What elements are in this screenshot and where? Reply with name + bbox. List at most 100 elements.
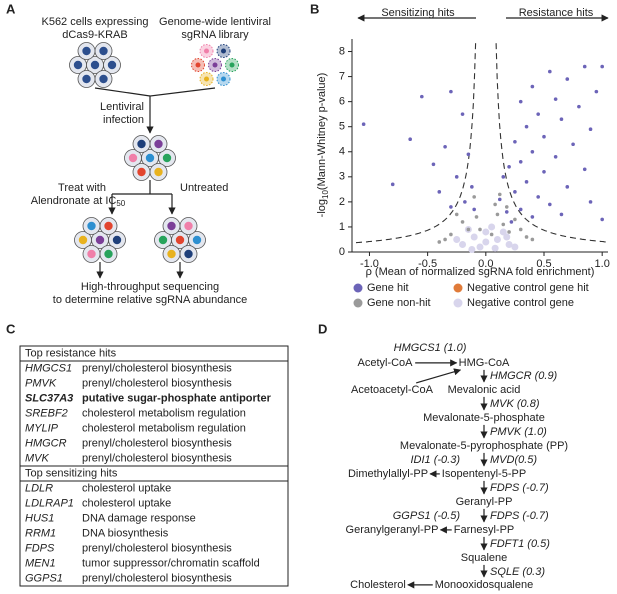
- point: [501, 222, 506, 227]
- nucleus: [154, 139, 163, 149]
- nucleus: [112, 235, 122, 245]
- arrow-label: Resistance hits: [519, 7, 594, 19]
- gene-function: prenyl/cholesterol biosynthesis: [82, 437, 232, 449]
- point: [420, 94, 424, 99]
- nucleus: [175, 235, 185, 245]
- nucleus: [95, 235, 105, 245]
- y-label-sub: 10: [321, 190, 330, 199]
- point: [518, 159, 523, 164]
- point: [559, 212, 564, 217]
- point: [553, 154, 558, 159]
- point: [449, 89, 453, 94]
- point: [542, 134, 546, 139]
- panel-label: D: [318, 321, 327, 336]
- gene-name: RRM1: [25, 527, 56, 539]
- point: [524, 124, 529, 129]
- nucleus: [128, 153, 138, 163]
- metabolite: Monooxidosqualene: [435, 579, 533, 591]
- y-label-part: (Mann-Whitney p-value): [316, 73, 328, 190]
- point: [474, 215, 479, 219]
- point: [565, 185, 570, 189]
- x-tick-label: -1.0: [360, 258, 379, 270]
- point: [472, 195, 476, 199]
- gene-function: prenyl/cholesterol biosynthesis: [82, 362, 232, 374]
- nucleus: [78, 235, 88, 245]
- point: [460, 220, 465, 224]
- nucleus: [73, 60, 83, 70]
- point: [493, 202, 497, 207]
- metabolite: Squalene: [461, 552, 508, 564]
- metabolite: HMG-CoA: [459, 357, 510, 369]
- legend-swatch: [353, 298, 363, 308]
- point: [478, 227, 482, 232]
- nucleus: [184, 221, 193, 231]
- point: [482, 238, 490, 246]
- gene-function: prenyl/cholesterol biosynthesis: [82, 452, 232, 464]
- panel-label: B: [310, 1, 319, 16]
- infection-label: infection: [103, 114, 144, 126]
- gene-name: HMGCS1: [25, 362, 72, 374]
- point: [571, 142, 575, 147]
- point: [582, 167, 587, 172]
- gene-function: prenyl/cholesterol biosynthesis: [82, 542, 232, 554]
- gene-name: MVK: [25, 452, 50, 464]
- x-axis-label: ρ (Mean of normalized sgRNA fold enrichm…: [366, 266, 595, 278]
- gene-function: DNA biosynthesis: [82, 527, 169, 539]
- nucleus: [137, 167, 146, 177]
- nucleus: [184, 249, 193, 259]
- point: [454, 175, 459, 179]
- virus-core: [195, 62, 201, 68]
- y-axis-label: -log10(Mann-Whitney p-value): [316, 73, 330, 218]
- y-tick-label: 4: [339, 146, 345, 158]
- y-label-part: -log: [316, 199, 328, 217]
- gene-name: HUS1: [25, 512, 54, 524]
- point: [513, 217, 517, 222]
- point: [488, 223, 496, 231]
- treat-label: Treat with: [58, 182, 106, 194]
- gene-name: FDPS: [25, 542, 55, 554]
- y-tick-label: 2: [339, 196, 345, 208]
- metabolite: Dimethylallyl-PP: [348, 468, 428, 480]
- metabolite: Mevalonate-5-phosphate: [423, 412, 545, 424]
- section-title: Top sensitizing hits: [25, 467, 118, 479]
- gene-function: cholesterol metabolism regulation: [82, 407, 246, 419]
- metabolite: Acetyl-CoA: [357, 357, 413, 369]
- infection-label: Lentiviral: [100, 101, 144, 113]
- gene-function: DNA damage response: [82, 512, 196, 524]
- point: [594, 89, 599, 94]
- gene-function: tumor suppressor/chromatin scaffold: [82, 557, 260, 569]
- legend-label: Negative control gene: [467, 297, 574, 309]
- point: [536, 112, 540, 116]
- point: [437, 190, 442, 194]
- point: [437, 240, 442, 244]
- enzyme: GGPS1 (-0.5): [393, 510, 461, 522]
- point: [476, 243, 484, 251]
- x-tick-label: 1.0: [595, 258, 610, 270]
- point: [454, 212, 459, 217]
- point: [565, 77, 570, 81]
- treat-text: Alendronate at IC: [31, 195, 117, 207]
- y-tick-label: 0: [339, 246, 345, 258]
- point: [588, 127, 593, 132]
- point: [530, 237, 535, 242]
- x-tick-label: 0.0: [478, 258, 493, 270]
- point: [518, 227, 523, 232]
- gene-name: LDLRAP1: [25, 497, 74, 509]
- x-tick-label: 0.5: [536, 258, 551, 270]
- treat-label: Alendronate at IC50: [31, 195, 126, 208]
- point: [460, 112, 465, 116]
- point: [466, 227, 471, 232]
- gene-name: PMVK: [25, 377, 57, 389]
- nucleus: [167, 221, 176, 231]
- point: [524, 180, 529, 184]
- treat-subscript: 50: [116, 199, 125, 208]
- point: [518, 99, 523, 104]
- virus-core: [221, 48, 226, 54]
- nucleus: [145, 153, 155, 163]
- point: [530, 215, 535, 219]
- point: [470, 185, 474, 189]
- legend-swatch: [353, 283, 363, 293]
- y-tick-label: 8: [339, 45, 345, 57]
- point: [577, 104, 581, 109]
